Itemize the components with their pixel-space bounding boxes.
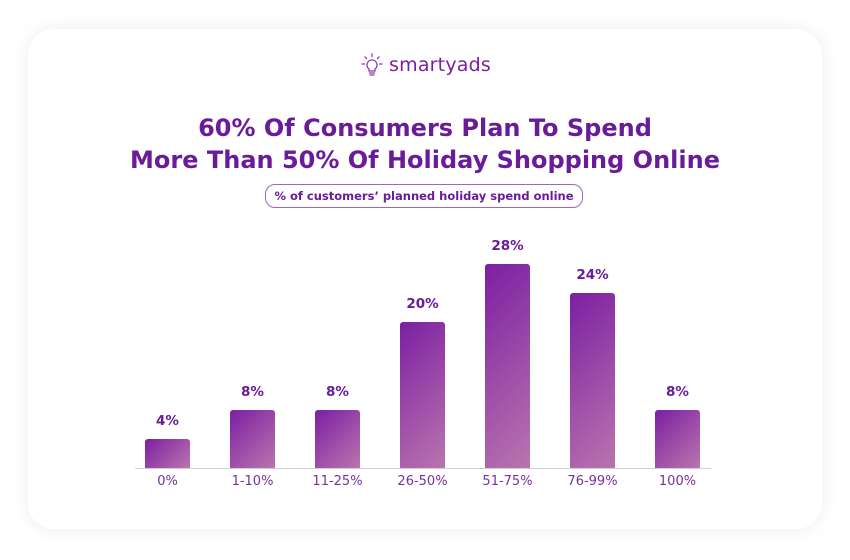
chart-title: 60% Of Consumers Plan To Spend More Than… — [0, 112, 850, 176]
plot-area: 4% 8% 8% 20% 28% 24% 8% — [135, 230, 711, 468]
bar-1-10% — [230, 409, 275, 468]
bar-value-label: 8% — [241, 383, 264, 400]
x-tick-label: 1-10% — [231, 474, 274, 489]
bar-value-label: 24% — [576, 266, 609, 283]
lightbulb-icon — [361, 53, 383, 76]
x-tick-label: 26-50% — [397, 474, 448, 489]
x-tick-label: 76-99% — [567, 474, 618, 489]
title-line-1: 60% Of Consumers Plan To Spend — [198, 114, 652, 142]
bar-76-99% — [570, 292, 615, 468]
bar-51-75% — [485, 263, 530, 468]
bar-value-label: 8% — [666, 383, 689, 400]
x-axis-line — [135, 468, 711, 469]
bar-0% — [145, 438, 190, 468]
brand-logo: smartyads — [0, 52, 850, 78]
bar-value-label: 4% — [156, 412, 179, 429]
bar-value-label: 8% — [326, 383, 349, 400]
bar-11-25% — [315, 409, 360, 468]
title-line-2: More Than 50% Of Holiday Shopping Online — [130, 146, 720, 174]
brand-name: smartyads — [389, 54, 491, 76]
bar-value-label: 20% — [406, 296, 439, 312]
x-tick-label: 100% — [658, 474, 697, 489]
x-tick-label: 51-75% — [482, 474, 533, 489]
bar-100% — [655, 409, 700, 468]
x-tick-label: 0% — [157, 474, 178, 489]
x-tick-label: 11-25% — [312, 474, 363, 489]
chart-subtitle-pill: % of customers’ planned holiday spend on… — [265, 184, 583, 208]
bar-26-50% — [400, 322, 445, 468]
bar-value-label: 28% — [491, 237, 524, 254]
